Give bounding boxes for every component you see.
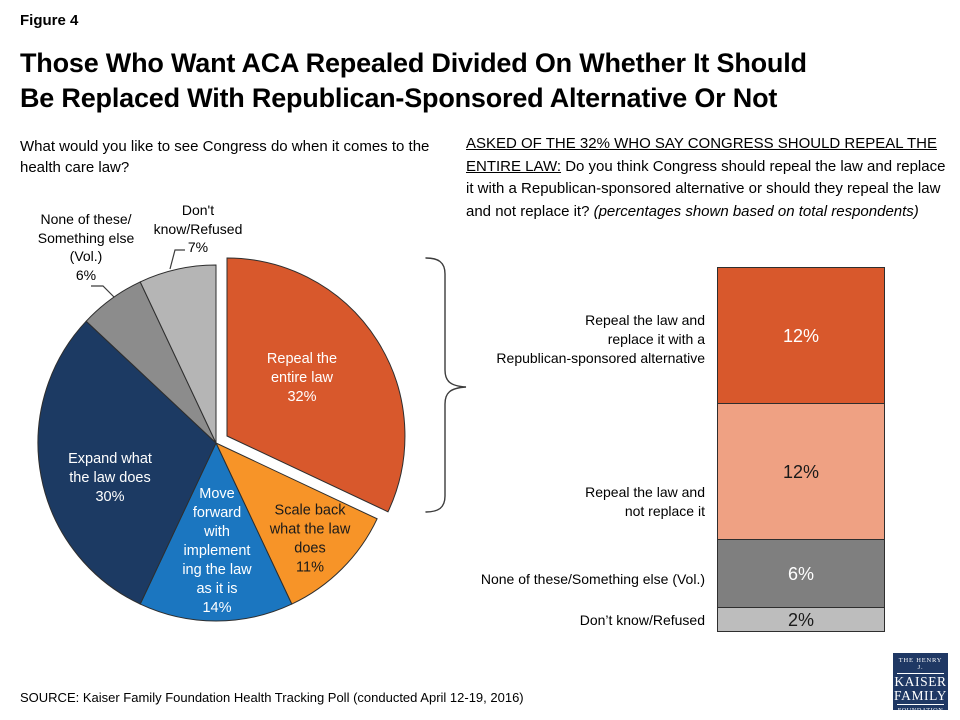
bar-segment-repeal-the-law-and-replace-it-with-a-republican-sponsored-alternative: 12% — [718, 268, 884, 405]
logo-family-text: FAMILY — [894, 688, 947, 703]
bar-label-none-of-these: None of these/Something else (Vol.) — [480, 571, 705, 587]
title-line-2: Be Replaced With Republican-Sponsored Al… — [20, 83, 778, 113]
pie-slice-label-expand-what-the-law-does: Expand what the law does 30% — [68, 451, 152, 505]
bar-label-repeal-not-replace: Repeal the law and not replace it — [585, 484, 705, 519]
logo-foundation-text: FOUNDATION — [897, 704, 944, 714]
logo-top-text: THE HENRY J. — [897, 657, 944, 674]
kff-logo: THE HENRY J. KAISER FAMILY FOUNDATION — [893, 653, 948, 714]
bar-segment-none-of-these-something-else-vol: 6% — [718, 540, 884, 609]
bar-question-note: (percentages shown based on total respon… — [593, 202, 919, 220]
pie-slice-label-move-forward-with-implementing-the-law-as-it-is: Move forward with implement ing the law as it… — [182, 486, 252, 616]
logo-kaiser-text: KAISER — [894, 674, 947, 689]
bar-segment-repeal-the-law-and-not-replace-it: 12% — [718, 404, 884, 541]
pie-question: What would you like to see Congress do w… — [20, 138, 430, 176]
source-text: SOURCE: Kaiser Family Foundation Health … — [20, 690, 524, 705]
bar-segment-value: 6% — [787, 563, 814, 584]
bar-segment-value: 12% — [782, 325, 820, 346]
leader-line-dont-know — [169, 249, 185, 270]
curly-brace-connector — [425, 257, 467, 513]
bar-label-repeal-and-replace: Repeal the law and replace it with a Rep… — [496, 312, 705, 366]
bar-label-dont-know: Don’t know/Refused — [579, 612, 705, 628]
pie-slice-don-t-know-refused — [139, 264, 217, 444]
stacked-bar-chart: 12% 12% 6% 2% — [717, 267, 885, 632]
leader-line-none-of-these — [91, 285, 116, 299]
pie-slice-scale-back-what-the-law-does — [214, 441, 378, 605]
pie-slice-label-repeal-the-entire-law: Repeal the entire law 32% — [267, 351, 337, 405]
bar-question: ASKED OF THE 32% WHO SAY CONGRESS SHOULD… — [466, 133, 950, 223]
bar-segment-value: 12% — [782, 461, 820, 482]
pie-label-none-of-these: None of these/ Something else (Vol.) 6% — [37, 211, 135, 283]
figure-label: Figure 4 — [20, 12, 79, 29]
pie-label-dont-know: Don't know/Refused 7% — [153, 202, 243, 255]
pie-slice-label-scale-back-what-the-law-does: Scale back what the law does 11% — [269, 503, 351, 576]
pie-chart: Repeal the entire law 32% Scale back what th… — [37, 249, 467, 622]
bar-question-lead: ASKED OF THE 32% WHO SAY CONGRESS SHOULD… — [466, 135, 937, 175]
pie-slice-repeal-the-entire-law — [226, 257, 406, 513]
pie-slice-expand-what-the-law-does — [37, 320, 217, 605]
bar-segment-don-t-know-refused: 2% — [718, 608, 884, 631]
page-title: Those Who Want ACA Repealed Divided On W… — [20, 46, 807, 116]
pie-slice-move-forward-with-implementing-the-law-as-it-is — [139, 441, 293, 622]
bar-segment-value: 2% — [787, 609, 814, 630]
bar-question-body: Do you think Congress should repeal the … — [466, 157, 946, 220]
title-line-1: Those Who Want ACA Repealed Divided On W… — [20, 48, 807, 78]
